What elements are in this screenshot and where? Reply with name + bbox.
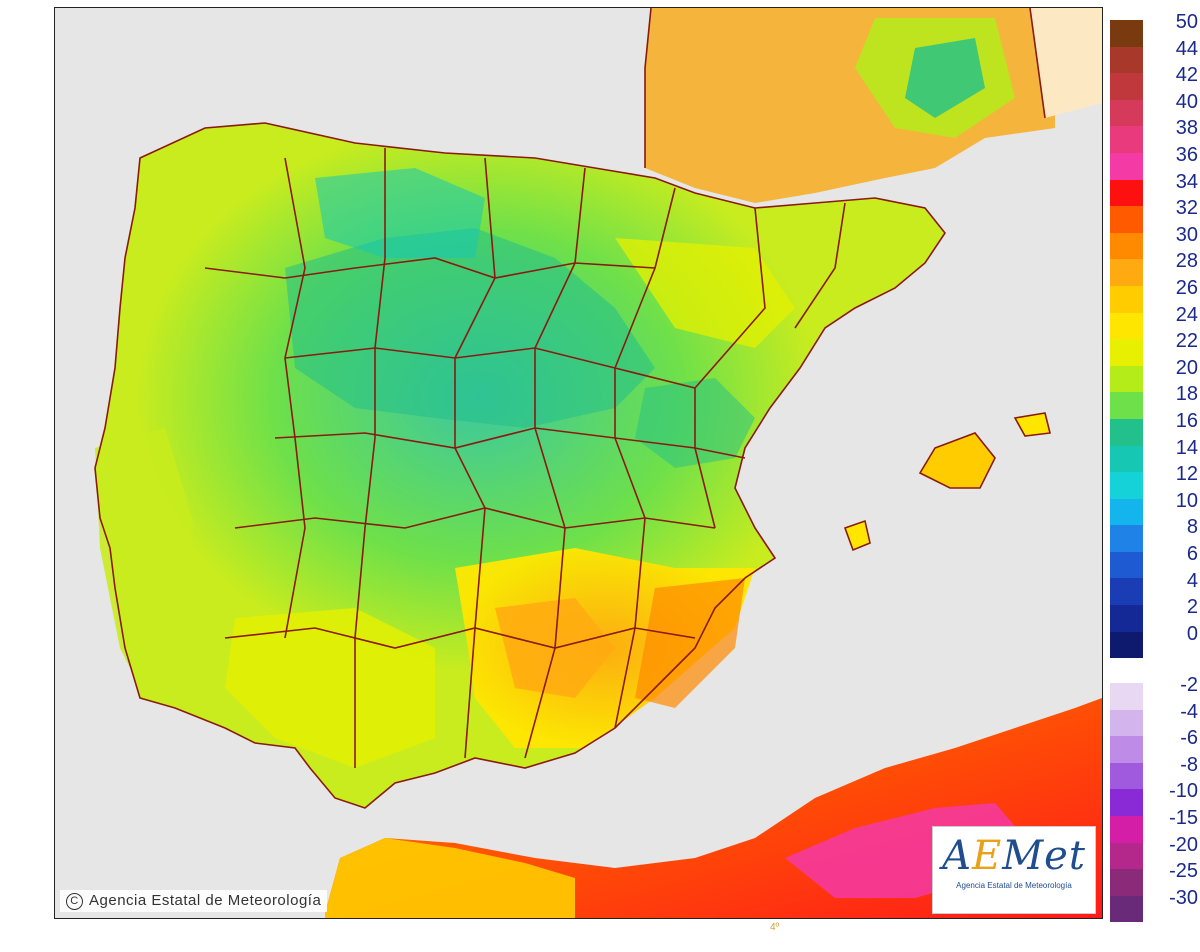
color-legend-positive: [1110, 20, 1143, 659]
legend-label: 26: [1175, 277, 1198, 299]
legend-label: -20: [1169, 833, 1198, 856]
legend-swatch: [1110, 126, 1143, 153]
legend-swatch: [1110, 815, 1143, 843]
andalusia-yellow: [225, 608, 435, 768]
legend-swatch: [1110, 869, 1143, 896]
legend-label: 20: [1175, 356, 1198, 379]
legend-label: 38: [1175, 117, 1198, 140]
legend-swatch: [1110, 392, 1143, 419]
legend-label: -2: [1180, 674, 1198, 696]
legend-swatch: [1110, 578, 1143, 606]
legend-label: 24: [1175, 303, 1198, 326]
north-top-right: [1030, 8, 1102, 118]
legend-swatch: [1110, 418, 1143, 446]
legend-label: 34: [1175, 170, 1198, 193]
africa-yellow: [325, 838, 575, 918]
legend-label: 12: [1175, 463, 1198, 486]
ibiza: [845, 521, 870, 550]
legend-label: 32: [1175, 197, 1198, 220]
legend-label: 6: [1186, 543, 1198, 565]
legend-swatch: [1110, 445, 1143, 473]
legend-swatch: [1110, 179, 1143, 207]
footer-mark: 4º: [770, 922, 780, 933]
southeast-orange: [635, 578, 745, 708]
province-borders: [94, 8, 1051, 809]
legend-label: -25: [1169, 860, 1198, 883]
legend-swatch: [1110, 525, 1143, 552]
legend-label: -15: [1169, 807, 1198, 829]
legend-swatch: [1110, 206, 1143, 233]
west-yellow: [95, 428, 195, 698]
legend-label: 10: [1175, 489, 1198, 512]
legend-swatch: [1110, 683, 1143, 710]
legend-swatch: [1110, 709, 1143, 737]
legend-label: 36: [1175, 144, 1198, 166]
legend-label: 8: [1186, 516, 1198, 539]
legend-label: 40: [1175, 90, 1198, 113]
temperature-map: C Agencia Estatal de Meteorología AEMet A…: [54, 7, 1103, 919]
legend-swatch: [1110, 762, 1143, 790]
legend-swatch: [1110, 605, 1143, 632]
legend-label: -4: [1180, 700, 1198, 723]
legend-label: -8: [1180, 753, 1198, 776]
legend-label: 2: [1186, 596, 1198, 619]
legend-swatch: [1110, 339, 1143, 366]
legend-swatch: [1110, 736, 1143, 763]
north-teal: [315, 168, 485, 258]
legend-label: 28: [1175, 250, 1198, 273]
legend-swatch: [1110, 631, 1143, 659]
legend-label: 0: [1186, 622, 1198, 645]
legend-swatch: [1110, 73, 1143, 100]
legend-label: 50: [1175, 11, 1198, 33]
copyright-notice: C Agencia Estatal de Meteorología: [60, 890, 328, 912]
france-teal: [905, 38, 985, 118]
legend-swatch: [1110, 789, 1143, 816]
logo-subtitle: Agencia Estatal de Meteorología: [956, 881, 1072, 890]
legend-swatch: [1110, 20, 1143, 47]
legend-label: 44: [1175, 37, 1198, 60]
legend-label: 30: [1175, 223, 1198, 246]
legend-swatch: [1110, 842, 1143, 870]
legend-label: -30: [1169, 886, 1198, 909]
copyright-icon: C: [66, 893, 83, 910]
legend-label: 16: [1175, 410, 1198, 432]
aemet-logo: AEMet Agencia Estatal de Meteorología: [932, 826, 1096, 914]
legend-label: 42: [1175, 64, 1198, 87]
legend-swatch: [1110, 498, 1143, 526]
legend-label: 22: [1175, 330, 1198, 353]
legend-label: -6: [1180, 727, 1198, 750]
legend-label: 18: [1175, 383, 1198, 406]
ebro-yellow: [615, 238, 795, 348]
logo-brand: AEMet: [942, 833, 1086, 879]
legend-swatch: [1110, 99, 1143, 127]
legend-swatch: [1110, 46, 1143, 74]
legend-swatch: [1110, 312, 1143, 340]
legend-swatch: [1110, 285, 1143, 313]
legend-label: -10: [1169, 780, 1198, 803]
legend-swatch: [1110, 551, 1143, 579]
legend-swatch: [1110, 472, 1143, 499]
legend-swatch: [1110, 365, 1143, 393]
legend-label: 14: [1175, 436, 1198, 459]
map-canvas: [94, 8, 1102, 918]
color-legend-negative: [1110, 683, 1143, 923]
legend-swatch: [1110, 259, 1143, 286]
copyright-text: Agencia Estatal de Meteorología: [89, 892, 322, 910]
legend-label: 4: [1186, 569, 1198, 592]
menorca: [1015, 413, 1050, 436]
legend-swatch: [1110, 232, 1143, 260]
legend-swatch: [1110, 895, 1143, 923]
legend-swatch: [1110, 152, 1143, 180]
